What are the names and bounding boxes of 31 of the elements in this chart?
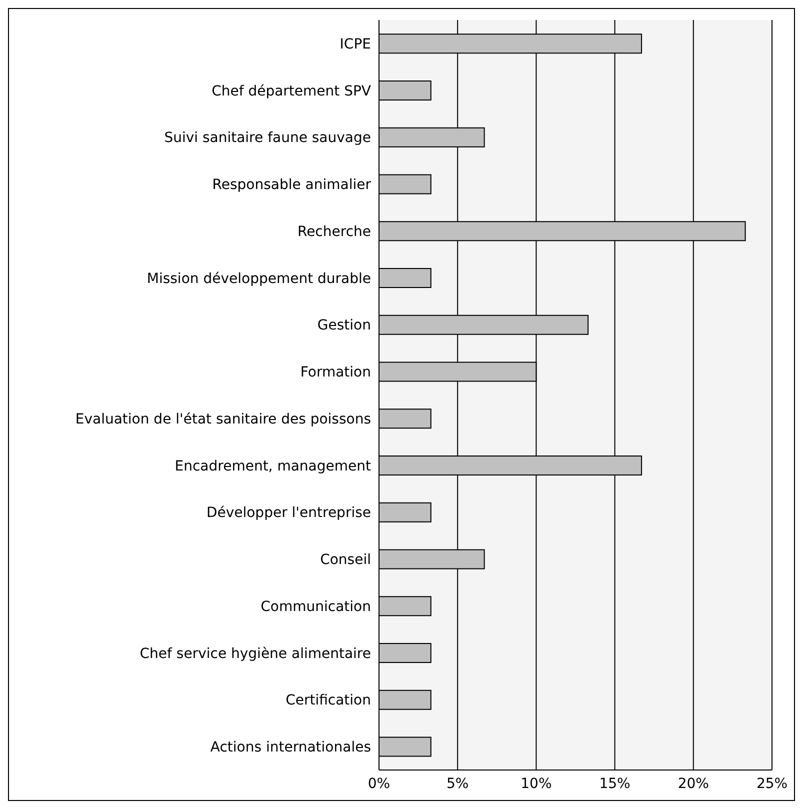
bar: [379, 690, 432, 710]
y-tick-label: Gestion: [317, 318, 371, 334]
y-tick-label: Recherche: [297, 224, 371, 240]
x-tick-label: 5%: [446, 776, 469, 792]
y-tick-label: Responsable animalier: [212, 177, 372, 194]
y-tick-label: Suivi sanitaire faune sauvage: [164, 130, 371, 146]
x-tick-label: 20%: [678, 776, 709, 792]
bar: [379, 642, 432, 663]
y-tick-label: Mission développement durable: [146, 270, 371, 287]
x-tick-label: 0%: [368, 776, 390, 792]
y-tick-label: Actions internationales: [210, 740, 371, 756]
y-tick-label: ICPE: [340, 36, 371, 52]
bar: [379, 736, 432, 757]
bar: [379, 268, 432, 288]
y-tick-label: Formation: [300, 364, 371, 381]
bar: [379, 408, 432, 429]
y-tick-label: Communication: [260, 598, 371, 615]
bar: [379, 174, 432, 194]
y-tick-label: Evaluation de l'état sanitaire des poissons: [75, 411, 371, 428]
y-tick-label: Conseil: [320, 552, 371, 568]
y-tick-label: Encadrement, management: [174, 458, 372, 474]
bar: [379, 80, 432, 100]
x-tick-label: 25%: [756, 776, 788, 792]
bar: [379, 596, 432, 616]
y-tick-label: Développer l'entreprise: [206, 505, 371, 522]
y-tick-label: Certification: [286, 692, 371, 709]
y-tick-label: Chef département SPV: [212, 83, 372, 100]
bar: [379, 502, 432, 522]
x-tick-label: 15%: [599, 776, 630, 792]
y-tick-label: Chef service hygiène alimentaire: [140, 646, 371, 662]
x-tick-label: 10%: [520, 776, 552, 792]
